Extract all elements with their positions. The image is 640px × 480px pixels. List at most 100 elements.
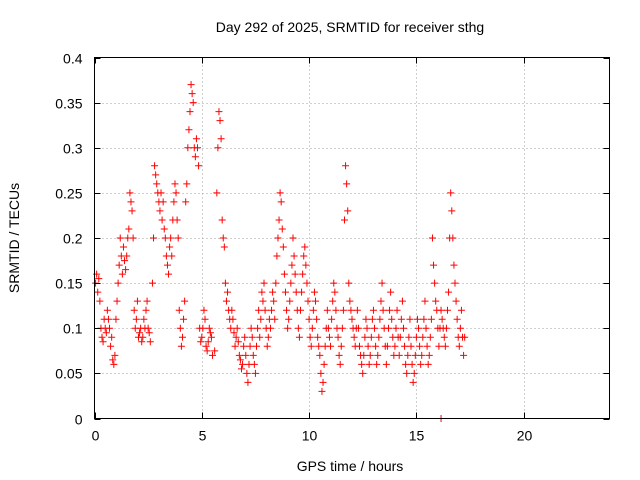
y-axis-title: SRMTID / TECUs [6, 183, 22, 293]
data-point [300, 252, 308, 260]
x-axis-title: GPS time / hours [297, 458, 404, 474]
data-point [98, 333, 106, 341]
data-point [177, 342, 185, 350]
data-point [213, 189, 221, 197]
data-point [327, 342, 335, 350]
y-tick-label: 0.4 [63, 51, 83, 67]
data-point [348, 315, 356, 323]
data-point [317, 369, 325, 377]
data-point [378, 279, 386, 287]
data-point [393, 306, 401, 314]
data-point [405, 333, 413, 341]
data-point [343, 180, 351, 188]
data-point [448, 207, 456, 215]
data-point [256, 333, 264, 341]
data-point [347, 306, 355, 314]
x-tick-label: 15 [409, 428, 425, 444]
data-point [376, 315, 384, 323]
data-point [204, 338, 212, 346]
data-point [266, 324, 274, 332]
data-point [392, 324, 400, 332]
data-point [152, 171, 160, 179]
data-point [99, 338, 107, 346]
data-point [372, 342, 380, 350]
data-point [395, 351, 403, 359]
data-point [133, 297, 141, 305]
data-point [129, 234, 137, 242]
data-point [185, 126, 193, 134]
data-point [153, 180, 161, 188]
data-point [382, 360, 390, 368]
data-point [241, 333, 249, 341]
data-point [396, 333, 404, 341]
data-point [191, 153, 199, 161]
y-tick-label: 0.2 [63, 231, 83, 247]
data-point [430, 261, 438, 269]
data-point [125, 225, 133, 233]
data-point [240, 342, 248, 350]
data-point [442, 324, 450, 332]
data-point [261, 306, 269, 314]
data-point [336, 360, 344, 368]
data-point [151, 162, 159, 170]
data-point [263, 342, 271, 350]
data-point [106, 324, 114, 332]
data-point [413, 315, 421, 323]
data-point [437, 306, 445, 314]
data-point [122, 266, 130, 274]
data-point [418, 351, 426, 359]
data-point [301, 243, 309, 251]
data-point [159, 198, 167, 206]
data-point [332, 306, 340, 314]
data-point [340, 216, 348, 224]
data-point [148, 279, 156, 287]
data-point [189, 99, 197, 107]
data-point [156, 207, 164, 215]
data-point [132, 315, 140, 323]
data-point [233, 324, 241, 332]
data-point [383, 342, 391, 350]
data-point [338, 324, 346, 332]
data-point [440, 333, 448, 341]
data-point [157, 189, 165, 197]
data-point [102, 329, 110, 337]
data-point [211, 347, 219, 355]
data-point [335, 351, 343, 359]
data-point [187, 81, 195, 89]
data-point [362, 315, 370, 323]
data-point [224, 288, 232, 296]
data-point [360, 351, 368, 359]
data-point [337, 342, 345, 350]
data-point [182, 198, 190, 206]
data-point [339, 306, 347, 314]
data-point [289, 234, 297, 242]
data-point [313, 315, 321, 323]
data-point [416, 342, 424, 350]
data-point [239, 360, 247, 368]
data-point [402, 360, 410, 368]
data-point [398, 297, 406, 305]
data-point [364, 342, 372, 350]
data-point [206, 329, 214, 337]
data-point [217, 135, 225, 143]
data-point [254, 324, 262, 332]
data-point [198, 333, 206, 341]
data-point [344, 207, 352, 215]
x-tick-label: 20 [517, 428, 533, 444]
data-point [377, 297, 385, 305]
data-point [290, 252, 298, 260]
data-point [140, 315, 148, 323]
data-point [302, 261, 310, 269]
data-point [358, 360, 366, 368]
data-point [173, 216, 181, 224]
data-point [424, 360, 432, 368]
data-point [441, 342, 449, 350]
data-point [350, 333, 358, 341]
data-point [294, 324, 302, 332]
data-point [195, 162, 203, 170]
data-point [270, 297, 278, 305]
data-point [438, 315, 446, 323]
data-point [384, 324, 392, 332]
data-point [375, 333, 383, 341]
